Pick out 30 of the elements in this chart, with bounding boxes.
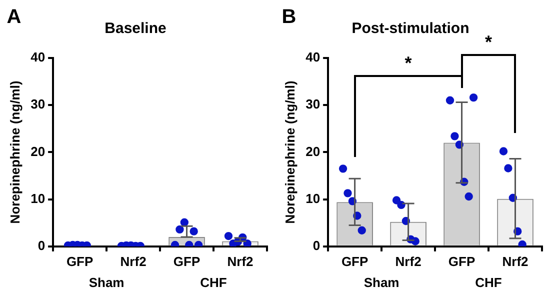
y-tick-label: 10 [30,190,46,206]
x-tick-label: Nrf2 [395,254,422,269]
text: A [6,6,22,29]
x-tick-label: GFP [448,254,476,269]
text: CHF [475,275,502,290]
text: B [282,6,296,29]
text: CHF [200,275,227,290]
text: Sham [88,275,124,290]
annotation: * [404,52,412,74]
y-tick-label: 30 [30,96,46,112]
y-tick-label: 10 [306,190,320,206]
chart-title: Post-stimulation [352,20,470,38]
y-axis-title: Norepinephrine (ng/ml) [282,80,298,224]
x-tick-label: Nrf2 [120,254,146,269]
y-tick-label: 0 [312,238,320,253]
x-tick-label: GFP [341,254,368,269]
y-tick-label: 0 [38,238,46,253]
x-tick-label: Nrf2 [227,254,254,269]
chart-title: Baseline [104,20,166,38]
y-axis-title: Norepinephrine (ng/ml) [7,80,22,224]
y-tick-label: 20 [30,144,46,159]
y-tick-label: 20 [306,144,320,159]
y-tick-label: 40 [30,50,46,65]
y-tick-label: 40 [306,50,320,65]
x-tick-label: Nrf2 [502,254,528,269]
text: Sham [364,275,400,290]
y-tick-label: 30 [306,96,320,112]
text: * [484,32,492,54]
x-tick-label: GFP [173,254,200,269]
x-tick-label: GFP [66,254,94,269]
